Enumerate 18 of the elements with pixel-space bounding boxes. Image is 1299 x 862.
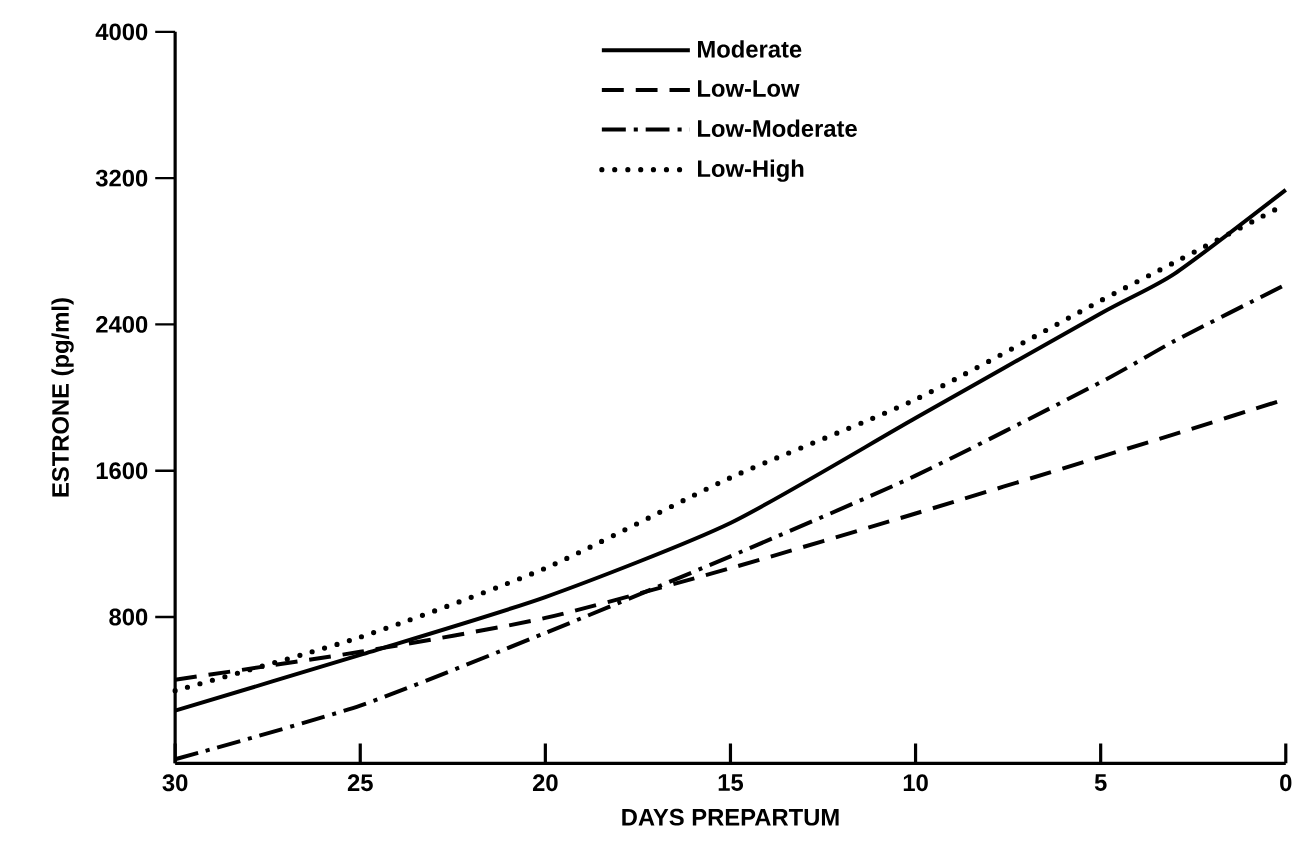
x-tick-label: 20 <box>532 774 558 792</box>
x-tick-label: 15 <box>718 774 744 791</box>
y-tick-label: 2400 <box>96 316 148 333</box>
x-tick-label: 25 <box>347 774 373 792</box>
legend-label: Low-Low <box>698 80 800 97</box>
legend-label: Low-High <box>698 159 804 182</box>
x-tick-label: 0 <box>1280 774 1292 792</box>
x-axis-title: DAYS PREPARTUM <box>622 808 839 826</box>
x-tick-label: 10 <box>903 774 928 792</box>
y-axis-title: ESTRONE (pg/ml) <box>51 298 74 497</box>
y-tick-label: 1600 <box>96 462 148 480</box>
legend-label: Moderate <box>698 40 802 58</box>
y-tick-label: 800 <box>109 608 148 626</box>
x-tick-label: 30 <box>162 774 188 792</box>
y-tick-label: 4000 <box>95 23 148 41</box>
legend-label: Low-Moderate <box>698 119 857 138</box>
y-tick-label: 3200 <box>95 169 148 187</box>
x-tick-label: 5 <box>1094 774 1107 791</box>
